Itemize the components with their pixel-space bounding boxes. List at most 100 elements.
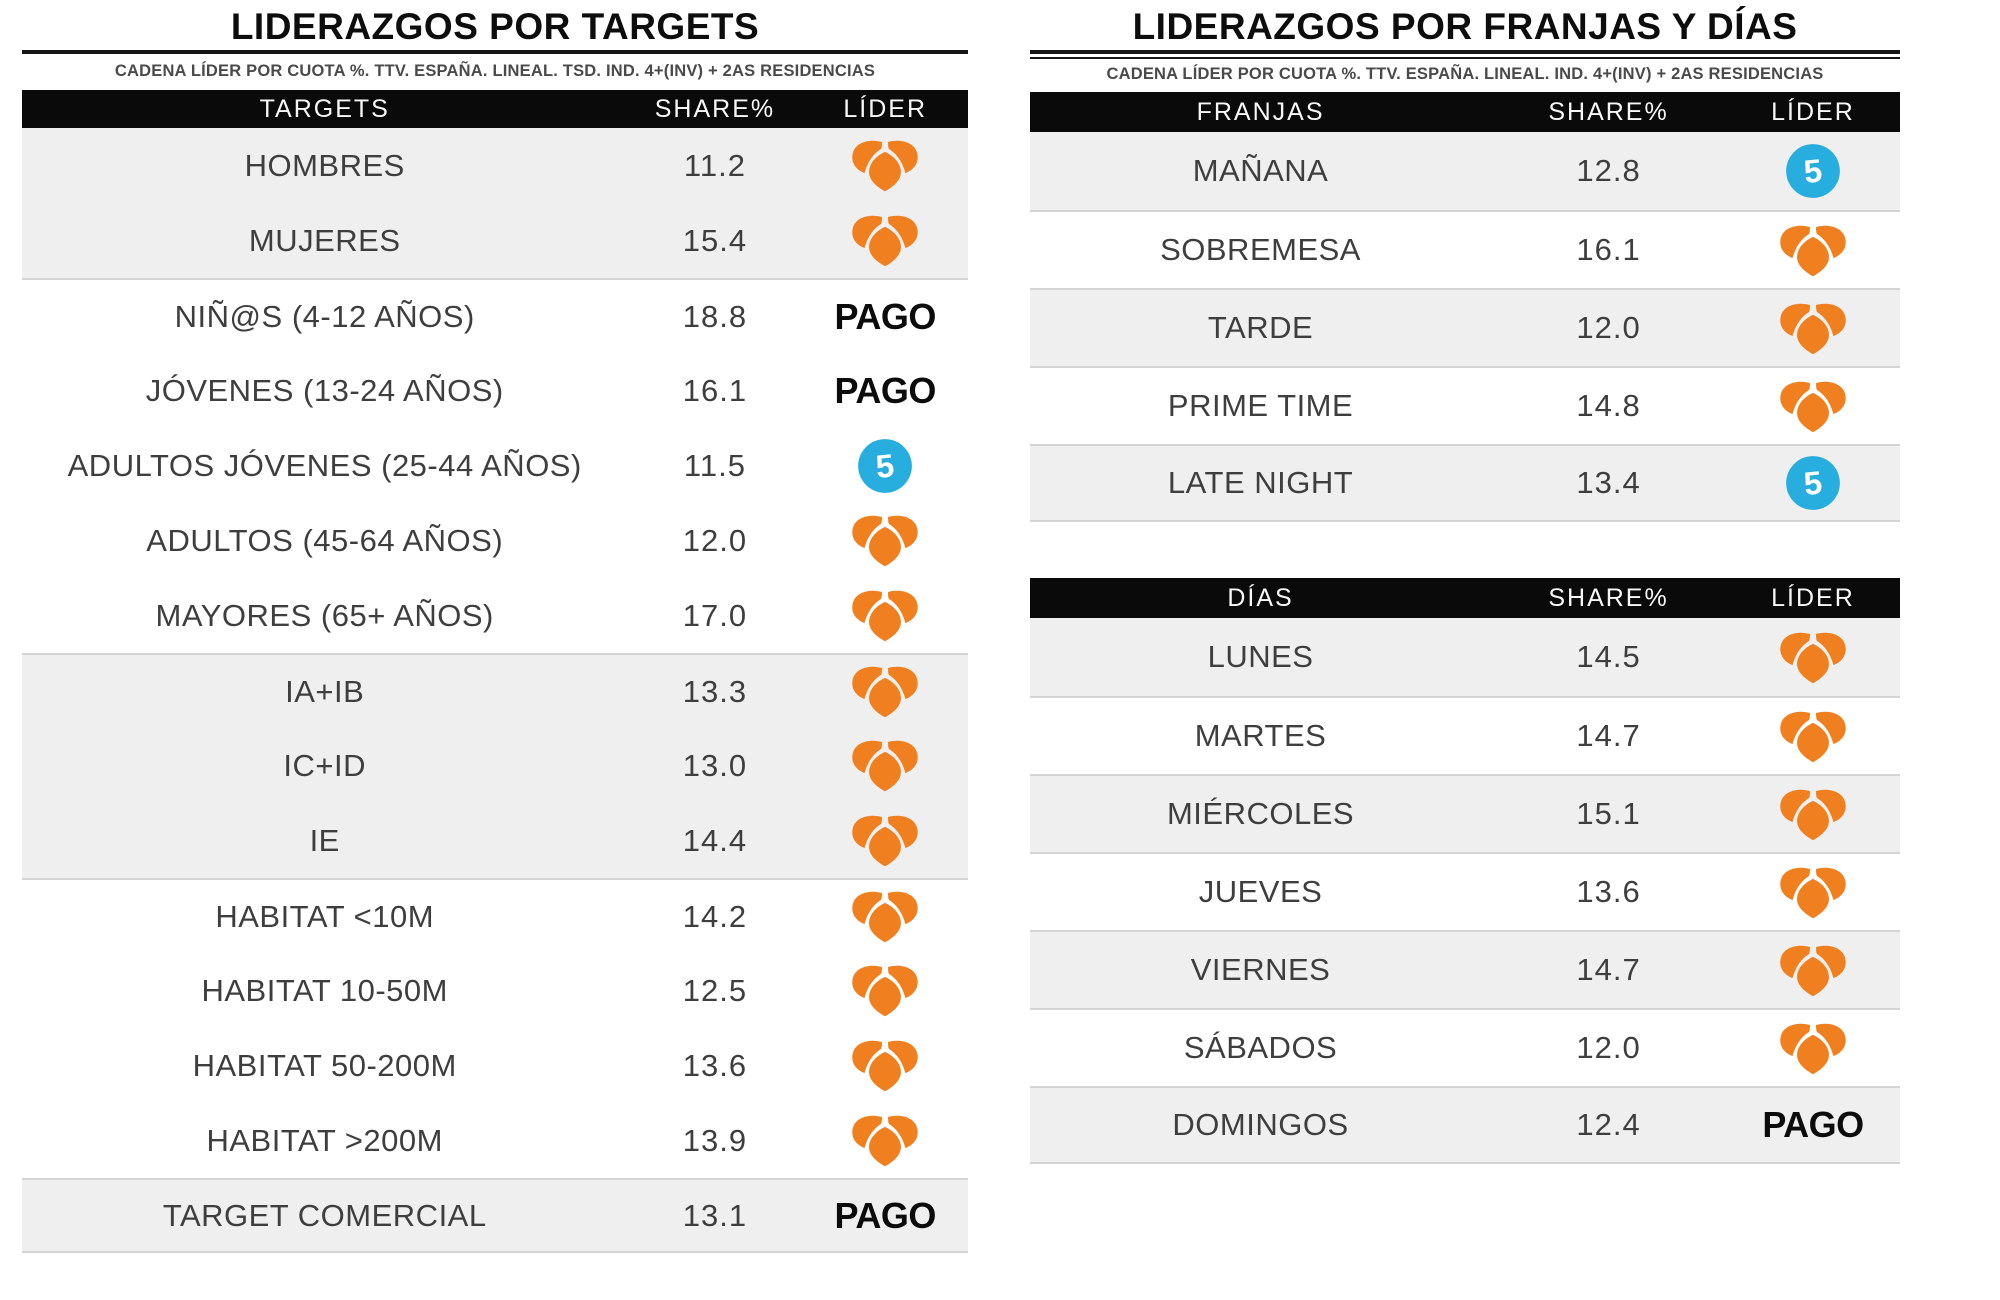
table-row: LUNES 14.5 <box>1030 618 1900 696</box>
row-leader <box>1726 1022 1900 1075</box>
row-label: NIÑ@S (4-12 AÑOS) <box>174 298 475 334</box>
row-share-value: 14.5 <box>1576 639 1641 674</box>
table-row: VIERNES 14.7 <box>1030 930 1900 1008</box>
antena3-logo <box>852 965 918 1017</box>
antena3-logo <box>1780 789 1846 840</box>
row-label: MARTES <box>1194 718 1327 753</box>
row-leader <box>802 739 968 792</box>
franjas-dias-panel-title: LIDERAZGOS POR FRANJAS Y DÍAS <box>1132 6 1798 47</box>
row-share-value: 13.9 <box>682 1122 748 1158</box>
targets-table-body: HOMBRES 11.2 MUJERES 15.4 NIÑ@S (4-12 AÑ… <box>22 128 968 1253</box>
row-label: JÓVENES (13-24 AÑOS) <box>145 372 504 408</box>
row-leader <box>802 514 968 567</box>
row-share-value: 12.8 <box>1576 153 1641 188</box>
table-row: IA+IB 13.3 <box>22 653 968 728</box>
targets-panel-subtitle: CADENA LÍDER POR CUOTA %. TTV. ESPAÑA. L… <box>114 62 876 80</box>
row-leader <box>1726 944 1900 997</box>
franjas-table: FRANJAS SHARE% LÍDER MAÑANA 12.8 5 SOBRE… <box>1030 92 1900 522</box>
antena3-logo <box>852 1040 918 1092</box>
row-label: TARGET COMERCIAL <box>162 1197 487 1233</box>
table-row: HABITAT 50-200M 13.6 <box>22 1028 968 1103</box>
row-leader: PAGO <box>1726 1104 1900 1146</box>
row-leader: PAGO <box>802 1195 968 1237</box>
row-leader <box>1726 866 1900 919</box>
row-share-value: 18.8 <box>682 298 748 334</box>
row-share-value: 11.2 <box>683 147 746 183</box>
targets-panel-title: LIDERAZGOS POR TARGETS <box>230 6 760 47</box>
antena3-logo <box>852 891 918 943</box>
table-row: MARTES 14.7 <box>1030 696 1900 774</box>
table-row: ADULTOS JÓVENES (25-44 AÑOS) 11.5 5 <box>22 428 968 503</box>
table-row: JUEVES 13.6 <box>1030 852 1900 930</box>
row-leader <box>802 890 968 943</box>
row-leader: PAGO <box>802 296 968 338</box>
franjas-dias-panel: LIDERAZGOS POR FRANJAS Y DÍAS CADENA LÍD… <box>1030 6 1900 1164</box>
title-rule <box>22 50 968 54</box>
row-leader <box>802 665 968 718</box>
row-share-value: 13.1 <box>682 1197 748 1233</box>
targets-table-header: TARGETS SHARE% LÍDER <box>22 90 968 128</box>
antena3-logo <box>852 666 918 718</box>
table-row: DOMINGOS 12.4 PAGO <box>1030 1086 1900 1164</box>
antena3-logo <box>1780 632 1846 683</box>
svg-text:5: 5 <box>1802 464 1824 502</box>
telecinco-logo: 5 <box>858 438 913 493</box>
row-leader: 5 <box>1726 143 1900 199</box>
column-header-lider: LÍDER <box>843 94 928 123</box>
row-share-value: 13.0 <box>682 747 748 783</box>
row-leader <box>802 1114 968 1167</box>
row-share-value: 11.5 <box>683 447 746 483</box>
table-row: TARGET COMERCIAL 13.1 PAGO <box>22 1178 968 1253</box>
row-label: ADULTOS JÓVENES (25-44 AÑOS) <box>67 447 582 483</box>
row-label: HABITAT 50-200M <box>192 1047 457 1083</box>
row-leader: 5 <box>1726 455 1900 511</box>
row-leader <box>1726 788 1900 841</box>
antena3-logo <box>852 1115 918 1167</box>
row-label: SÁBADOS <box>1183 1030 1338 1065</box>
row-label: DOMINGOS <box>1172 1107 1349 1142</box>
leader-pago-text: PAGO <box>834 369 937 411</box>
row-share-value: 14.8 <box>1576 388 1641 423</box>
row-label: SOBREMESA <box>1160 232 1361 267</box>
column-header-lider: LÍDER <box>1771 97 1855 126</box>
row-label: MIÉRCOLES <box>1166 796 1355 831</box>
row-label: IA+IB <box>285 673 365 709</box>
row-share-value: 13.6 <box>1576 874 1641 909</box>
svg-text:5: 5 <box>874 447 896 485</box>
antena3-logo <box>1780 867 1846 918</box>
row-leader <box>1726 631 1900 684</box>
row-label: HABITAT 10-50M <box>201 972 448 1008</box>
table-row: SÁBADOS 12.0 <box>1030 1008 1900 1086</box>
antena3-logo <box>1780 945 1846 996</box>
telecinco-logo: 5 <box>1786 456 1840 510</box>
row-share-value: 13.3 <box>682 673 748 709</box>
column-header-share: SHARE% <box>1548 583 1669 612</box>
antena3-logo <box>852 590 918 642</box>
antena3-logo <box>1780 711 1846 762</box>
franjas-table-body: MAÑANA 12.8 5 SOBREMESA 16.1 TARDE 12.0 … <box>1030 132 1900 522</box>
row-share-value: 14.7 <box>1576 952 1641 987</box>
row-share-value: 16.1 <box>1576 232 1641 267</box>
row-share-value: 12.0 <box>1576 1030 1641 1065</box>
leader-pago-text: PAGO <box>1762 1104 1864 1145</box>
row-share-value: 16.1 <box>682 372 748 408</box>
row-label: HABITAT >200M <box>206 1122 443 1158</box>
row-leader: 5 <box>802 438 968 494</box>
table-row: MAÑANA 12.8 5 <box>1030 132 1900 210</box>
row-label: VIERNES <box>1190 952 1331 987</box>
column-header-franjas: FRANJAS <box>1196 97 1325 126</box>
row-leader <box>1726 302 1900 355</box>
antena3-logo <box>852 515 918 567</box>
row-share-value: 14.2 <box>682 898 748 934</box>
table-row: MAYORES (65+ AÑOS) 17.0 <box>22 578 968 653</box>
row-share-value: 13.6 <box>682 1047 748 1083</box>
row-label: MUJERES <box>248 222 401 258</box>
table-row: IC+ID 13.0 <box>22 728 968 803</box>
table-row: ADULTOS (45-64 AÑOS) 12.0 <box>22 503 968 578</box>
column-header-lider: LÍDER <box>1771 583 1855 612</box>
row-leader <box>802 589 968 642</box>
table-row: MIÉRCOLES 15.1 <box>1030 774 1900 852</box>
antena3-logo <box>852 140 918 192</box>
table-row: HABITAT 10-50M 12.5 <box>22 953 968 1028</box>
column-header-share: SHARE% <box>654 94 776 123</box>
